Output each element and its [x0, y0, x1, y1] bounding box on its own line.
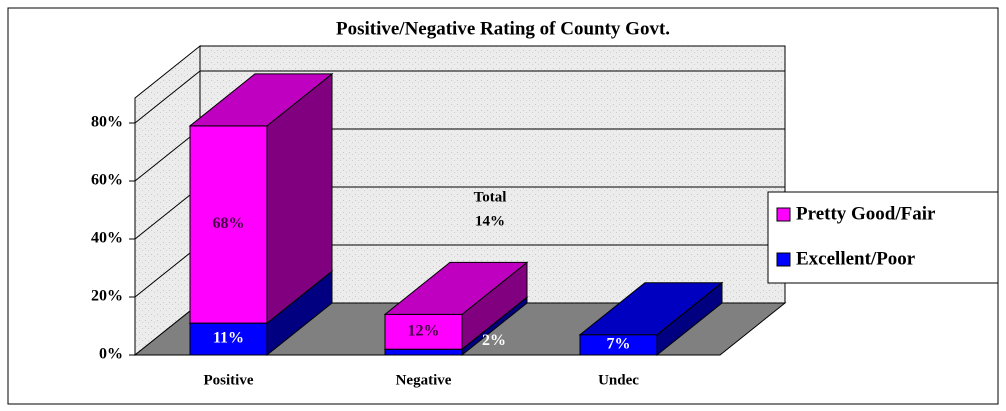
y-tick-label: 20%: [91, 288, 123, 305]
value-label: 12%: [408, 322, 440, 339]
chart-title: Positive/Negative Rating of County Govt.: [336, 18, 670, 39]
legend-label: Excellent/Poor: [796, 248, 916, 269]
annotation: Total: [474, 189, 507, 205]
value-label: 2%: [482, 332, 506, 349]
y-tick-label: 80%: [91, 114, 123, 131]
y-tick-label: 40%: [91, 230, 123, 247]
legend-label: Pretty Good/Fair: [796, 203, 936, 224]
bar-top: [383, 261, 529, 315]
bar-front: [384, 348, 463, 356]
legend-swatch: [776, 252, 791, 267]
bar-segment: [383, 261, 529, 351]
y-tick-label: 60%: [91, 172, 123, 189]
bar-segment: [578, 281, 724, 357]
bar-front: [384, 313, 463, 350]
x-tick-label: Undec: [598, 372, 639, 388]
bar-front: [189, 125, 268, 324]
legend-swatch: [776, 207, 791, 222]
x-tick-label: Positive: [204, 372, 254, 388]
bar-segment: [188, 72, 334, 325]
bar-top: [578, 282, 724, 336]
value-label: 68%: [213, 215, 245, 232]
value-label: 11%: [213, 330, 244, 347]
bar-top: [188, 73, 334, 127]
legend-box: [767, 191, 999, 284]
grid-line: [134, 70, 785, 124]
annotation: 14%: [475, 213, 505, 229]
y-tick-label: 0%: [99, 346, 123, 363]
value-label: 7%: [607, 336, 631, 353]
x-tick-label: Negative: [396, 372, 452, 388]
